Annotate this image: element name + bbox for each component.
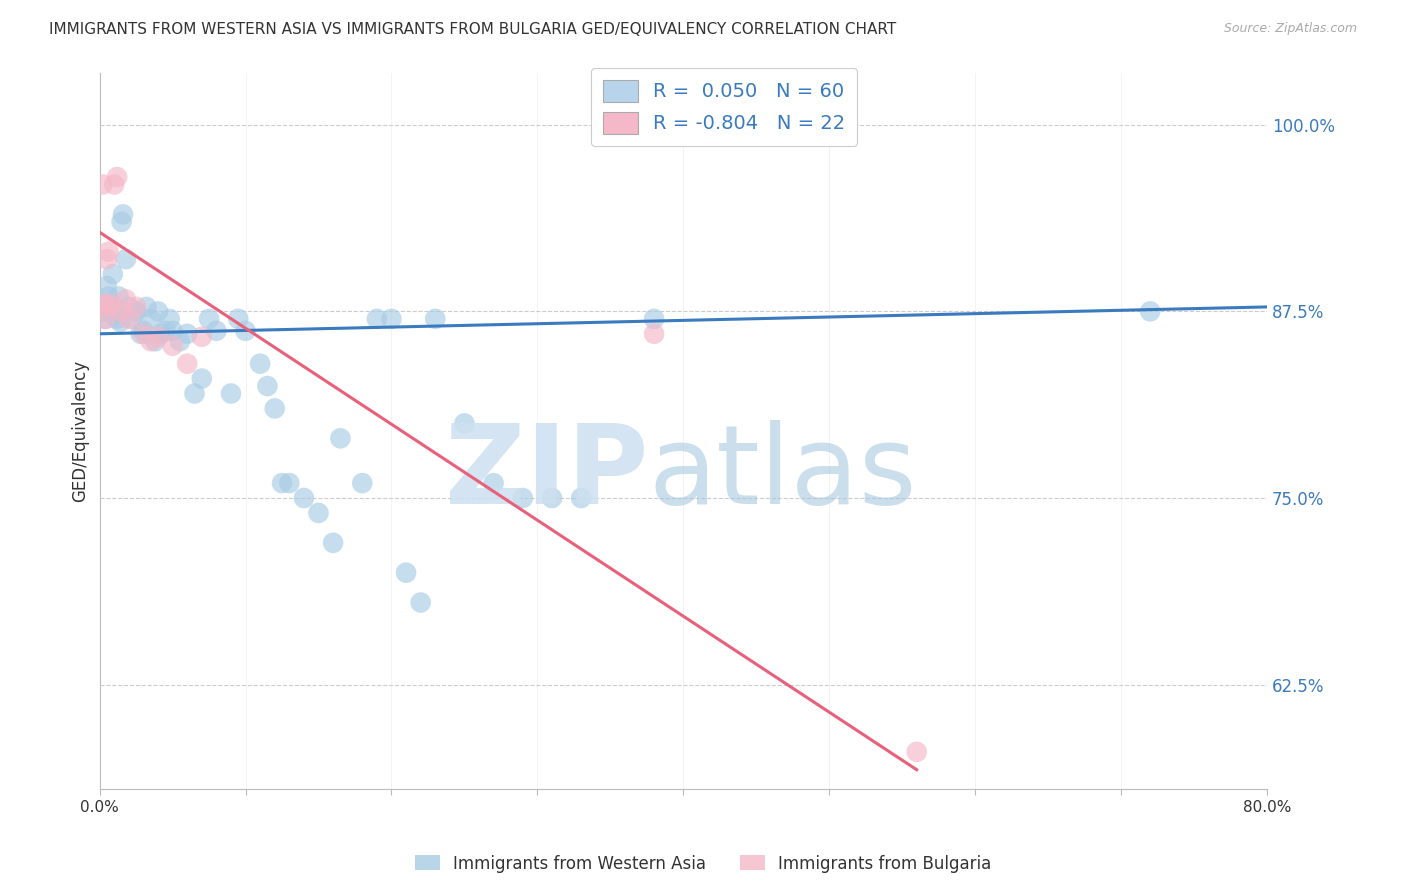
Point xyxy=(322,536,344,550)
Point xyxy=(308,506,330,520)
Point xyxy=(278,476,301,491)
Point xyxy=(118,311,141,326)
Point xyxy=(105,311,128,326)
Point xyxy=(198,311,221,326)
Point xyxy=(139,334,162,349)
Text: Source: ZipAtlas.com: Source: ZipAtlas.com xyxy=(1223,22,1357,36)
Point xyxy=(482,476,505,491)
Point xyxy=(541,491,564,505)
Point xyxy=(132,326,155,341)
Point xyxy=(129,326,152,341)
Point xyxy=(98,304,121,318)
Point xyxy=(512,491,534,505)
Point xyxy=(115,252,138,267)
Point xyxy=(98,297,121,311)
Point xyxy=(191,330,214,344)
Point xyxy=(101,267,124,281)
Point xyxy=(155,324,177,338)
Point xyxy=(97,244,120,259)
Point xyxy=(905,745,928,759)
Point xyxy=(409,595,432,609)
Point xyxy=(91,297,114,311)
Text: ZIP: ZIP xyxy=(444,420,648,527)
Point xyxy=(97,289,120,303)
Point xyxy=(395,566,418,580)
Point xyxy=(100,297,122,311)
Point xyxy=(453,417,475,431)
Point xyxy=(103,178,125,192)
Point xyxy=(115,293,138,307)
Text: IMMIGRANTS FROM WESTERN ASIA VS IMMIGRANTS FROM BULGARIA GED/EQUIVALENCY CORRELA: IMMIGRANTS FROM WESTERN ASIA VS IMMIGRAN… xyxy=(49,22,897,37)
Point xyxy=(249,357,271,371)
Point xyxy=(103,309,125,323)
Point xyxy=(162,339,184,353)
Point xyxy=(569,491,592,505)
Point xyxy=(121,311,143,326)
Point xyxy=(110,215,132,229)
Point xyxy=(108,315,131,329)
Point xyxy=(235,324,257,338)
Point xyxy=(96,252,118,267)
Legend: Immigrants from Western Asia, Immigrants from Bulgaria: Immigrants from Western Asia, Immigrants… xyxy=(408,848,998,880)
Text: atlas: atlas xyxy=(648,420,917,527)
Point xyxy=(643,326,665,341)
Point xyxy=(352,476,374,491)
Point xyxy=(191,371,214,385)
Point xyxy=(425,311,447,326)
Point xyxy=(125,304,148,318)
Legend: R =  0.050   N = 60, R = -0.804   N = 22: R = 0.050 N = 60, R = -0.804 N = 22 xyxy=(591,68,858,146)
Point xyxy=(90,300,112,314)
Point xyxy=(271,476,294,491)
Point xyxy=(256,379,278,393)
Point xyxy=(143,334,166,349)
Point xyxy=(94,311,117,326)
Point xyxy=(96,279,118,293)
Point xyxy=(183,386,205,401)
Point xyxy=(100,300,122,314)
Point xyxy=(110,304,132,318)
Point xyxy=(643,311,665,326)
Point xyxy=(146,304,169,318)
Y-axis label: GED/Equivalency: GED/Equivalency xyxy=(72,359,89,502)
Point xyxy=(135,300,157,314)
Point xyxy=(380,311,402,326)
Point xyxy=(118,300,141,314)
Point xyxy=(162,324,184,338)
Point xyxy=(176,326,198,341)
Point xyxy=(366,311,388,326)
Point xyxy=(176,357,198,371)
Point xyxy=(169,334,191,349)
Point xyxy=(149,326,172,341)
Point xyxy=(93,304,115,318)
Point xyxy=(219,386,242,401)
Point xyxy=(132,324,155,338)
Point xyxy=(226,311,249,326)
Point xyxy=(105,169,128,184)
Point xyxy=(104,304,127,318)
Point xyxy=(107,289,129,303)
Point xyxy=(292,491,315,505)
Point xyxy=(329,431,352,445)
Point xyxy=(205,324,228,338)
Point xyxy=(91,178,114,192)
Point xyxy=(263,401,285,416)
Point xyxy=(1139,304,1161,318)
Point xyxy=(111,207,134,221)
Point xyxy=(146,330,169,344)
Point xyxy=(93,297,115,311)
Point xyxy=(125,300,148,314)
Point xyxy=(94,311,117,326)
Point xyxy=(139,311,162,326)
Point xyxy=(159,311,181,326)
